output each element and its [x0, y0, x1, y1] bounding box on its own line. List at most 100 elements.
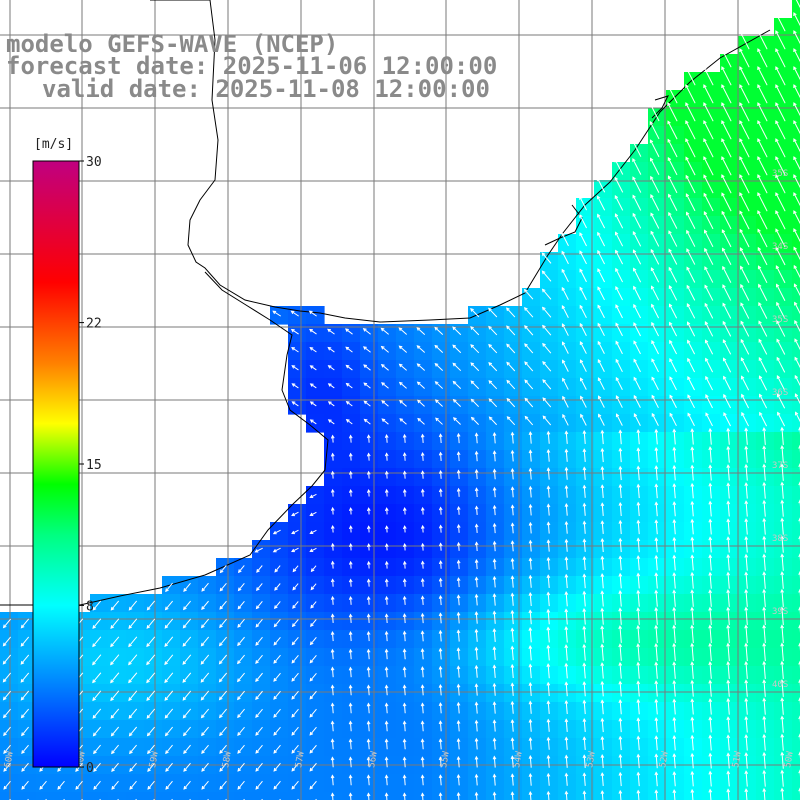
- wind-arrow: [655, 466, 658, 481]
- wind-arrowhead: [345, 382, 350, 387]
- wind-arrow: [3, 744, 11, 754]
- wind-arrow: [739, 138, 750, 158]
- wind-arrowhead: [685, 102, 689, 107]
- wind-arrow: [651, 286, 660, 301]
- wind-arrow: [745, 643, 748, 662]
- wind-arrow: [291, 762, 299, 772]
- wind-arrowhead: [615, 285, 619, 290]
- wind-arrowhead: [651, 412, 656, 417]
- wind-arrowhead: [721, 210, 725, 215]
- wind-arrowhead: [546, 574, 551, 579]
- wind-arrow: [781, 572, 784, 589]
- wind-arrow: [758, 339, 768, 355]
- wind-arrow: [709, 572, 712, 589]
- wind-arrow: [422, 561, 424, 569]
- lat-label: 34S: [772, 242, 788, 252]
- wind-arrow: [655, 718, 658, 733]
- wind-arrowhead: [654, 661, 659, 666]
- wind-arrowhead: [582, 625, 587, 630]
- wind-arrowhead: [291, 530, 296, 535]
- wind-arrow: [650, 176, 660, 193]
- wind-arrow: [417, 381, 425, 389]
- wind-arrow: [403, 631, 406, 642]
- wind-arrowhead: [687, 339, 691, 344]
- wind-arrow: [580, 378, 587, 390]
- wind-arrow: [776, 302, 786, 319]
- wind-arrow: [524, 379, 534, 390]
- wind-arrow: [601, 591, 604, 607]
- wind-arrow: [709, 465, 712, 481]
- wind-arrow: [182, 636, 192, 647]
- wind-arrow: [739, 247, 750, 266]
- wind-arrow: [781, 680, 784, 697]
- wind-arrowhead: [672, 519, 677, 524]
- wind-arrowhead: [668, 266, 673, 271]
- wind-arrow: [759, 394, 768, 409]
- wind-arrow: [183, 726, 191, 736]
- wind-arrow: [655, 520, 658, 535]
- wind-arrowhead: [330, 524, 335, 529]
- wind-arrowhead: [669, 394, 673, 399]
- wind-arrow: [3, 708, 11, 718]
- wind-arrowhead: [690, 661, 695, 666]
- wind-arrow: [668, 212, 678, 229]
- wind-arrowhead: [615, 340, 619, 345]
- wind-arrow: [793, 84, 800, 99]
- wind-arrow: [529, 592, 532, 607]
- wind-arrowhead: [182, 679, 187, 683]
- wind-arrowhead: [384, 684, 389, 689]
- wind-arrowhead: [528, 449, 533, 454]
- wind-arrow: [399, 400, 407, 407]
- wind-cell: [738, 792, 757, 800]
- wind-arrow: [685, 175, 696, 194]
- wind-arrow: [475, 792, 478, 800]
- wind-arrow: [704, 230, 714, 248]
- wind-arrow: [291, 708, 299, 718]
- wind-arrowhead: [528, 791, 533, 796]
- wind-cell: [702, 792, 721, 800]
- wind-arrowhead: [366, 488, 371, 493]
- wind-arrowhead: [722, 284, 726, 289]
- wind-arrow: [292, 601, 299, 609]
- wind-cell: [648, 792, 667, 800]
- wind-arrowhead: [402, 648, 407, 653]
- wind-arrowhead: [564, 430, 569, 435]
- wind-arrow: [781, 716, 784, 733]
- wind-arrow: [350, 579, 352, 587]
- wind-arrowhead: [111, 785, 115, 790]
- wind-arrow: [183, 618, 192, 629]
- wind-arrow: [763, 680, 766, 697]
- wind-cell: [576, 792, 595, 800]
- wind-arrowhead: [703, 66, 707, 71]
- wind-arrow: [722, 339, 732, 355]
- wind-arrowhead: [672, 771, 677, 776]
- wind-arrow: [547, 645, 550, 661]
- wind-arrow: [404, 508, 406, 515]
- wind-arrow: [763, 536, 766, 553]
- wind-arrowhead: [330, 738, 335, 743]
- wind-arrow: [219, 618, 227, 628]
- wind-arrowhead: [633, 322, 637, 327]
- wind-arrowhead: [690, 770, 695, 775]
- wind-arrow: [547, 719, 550, 732]
- wind-arrowhead: [384, 595, 389, 600]
- wind-arrow: [547, 664, 550, 679]
- wind-arrowhead: [615, 395, 620, 400]
- wind-arrowhead: [650, 248, 655, 253]
- wind-arrowhead: [708, 770, 713, 775]
- wind-arrow: [493, 576, 496, 588]
- wind-arrow: [529, 558, 532, 570]
- wind-cell: [252, 792, 271, 800]
- wind-arrowhead: [438, 577, 443, 582]
- wind-arrowhead: [780, 499, 785, 504]
- wind-arrowhead: [579, 232, 583, 237]
- wind-arrow: [3, 690, 12, 700]
- wind-arrow: [793, 156, 800, 171]
- wind-arrow: [758, 284, 768, 301]
- wind-arrow: [673, 790, 676, 800]
- wind-arrowhead: [218, 642, 223, 647]
- wind-arrowhead: [672, 735, 677, 740]
- wind-arrow: [291, 726, 299, 736]
- wind-arrowhead: [380, 327, 385, 332]
- wind-arrowhead: [402, 792, 407, 797]
